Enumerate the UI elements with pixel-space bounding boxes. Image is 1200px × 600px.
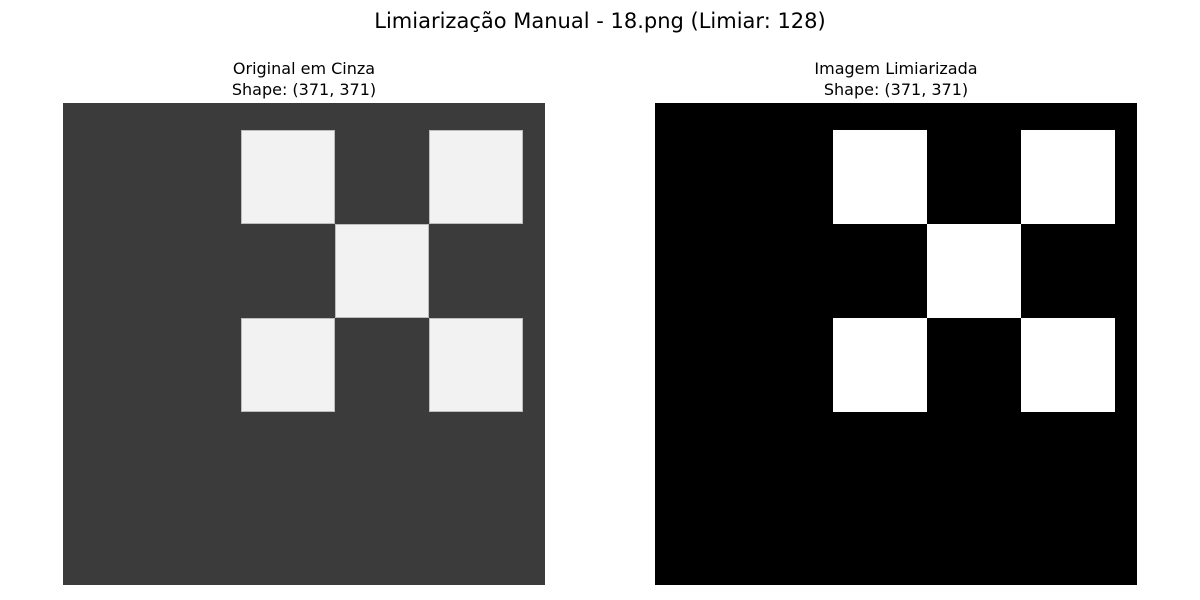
figure-title: Limiarização Manual - 18.png (Limiar: 12… — [374, 9, 826, 33]
white-square — [241, 318, 335, 412]
white-square — [927, 224, 1021, 318]
thresholded-title-text: Imagem Limiarizada — [814, 59, 978, 78]
white-square — [429, 318, 523, 412]
thresholded-panel-title: Imagem Limiarizada Shape: (371, 371) — [595, 58, 1197, 100]
white-square — [429, 130, 523, 224]
original-shape-text: Shape: (371, 371) — [231, 80, 377, 99]
original-grayscale-image — [63, 103, 545, 585]
original-panel: Original em Cinza Shape: (371, 371) — [63, 0, 545, 600]
white-square — [1021, 318, 1115, 412]
original-title-text: Original em Cinza — [232, 59, 376, 78]
white-square — [335, 224, 429, 318]
white-square — [1021, 130, 1115, 224]
thresholded-shape-text: Shape: (371, 371) — [823, 80, 969, 99]
thresholded-binary-image — [655, 103, 1137, 585]
white-square — [241, 130, 335, 224]
thresholded-panel: Imagem Limiarizada Shape: (371, 371) — [655, 0, 1137, 600]
white-square — [833, 130, 927, 224]
original-panel-title: Original em Cinza Shape: (371, 371) — [3, 58, 605, 100]
white-square — [833, 318, 927, 412]
